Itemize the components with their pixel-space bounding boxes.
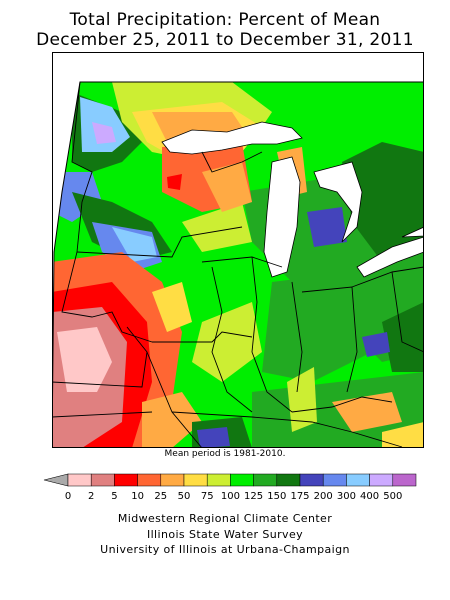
legend-color-box bbox=[369, 473, 394, 487]
legend-color-box bbox=[322, 473, 347, 487]
legend-label: 200 bbox=[314, 491, 333, 502]
legend-color-box bbox=[346, 473, 370, 487]
legend-label: 125 bbox=[244, 491, 263, 502]
legend-color-box bbox=[90, 473, 115, 487]
legend-label: 150 bbox=[267, 491, 286, 502]
credit-line-3: University of Illinois at Urbana-Champai… bbox=[100, 543, 350, 556]
region-outline bbox=[52, 81, 424, 448]
map-date-range: December 25, 2011 to December 31, 2011 bbox=[36, 30, 414, 50]
legend-color-box bbox=[253, 473, 278, 487]
map-title: Total Precipitation: Percent of Mean bbox=[69, 10, 381, 30]
legend-color-box bbox=[392, 473, 417, 487]
legend-labels: 0 2 5 10 25 50 75 100 125 150 175 200 300 400 500 bbox=[65, 491, 403, 502]
credit-line-2: Illinois State Water Survey bbox=[146, 528, 304, 541]
legend-label: 100 bbox=[221, 491, 240, 502]
mean-period-note: Mean period is 1981-2010. bbox=[164, 449, 286, 459]
credit-line-1: Midwestern Regional Climate Center bbox=[117, 512, 333, 525]
precipitation-map bbox=[52, 52, 424, 448]
legend-color-box bbox=[183, 473, 208, 487]
legend-color-box bbox=[67, 473, 92, 487]
legend-color-box bbox=[137, 473, 162, 487]
great-lakes bbox=[161, 121, 424, 278]
legend-label: 300 bbox=[337, 491, 356, 502]
legend-label: 25 bbox=[154, 491, 167, 502]
color-legend: 0 2 5 10 25 50 75 100 125 150 175 200 300 400 500 bbox=[43, 473, 417, 502]
state-boundaries bbox=[52, 81, 424, 448]
legend-color-box bbox=[114, 473, 138, 487]
legend-label: 400 bbox=[360, 491, 379, 502]
legend-color-box bbox=[206, 473, 231, 487]
legend-label: 2 bbox=[88, 491, 94, 502]
legend-label: 50 bbox=[178, 491, 191, 502]
legend-label: 0 bbox=[65, 491, 71, 502]
legend-color-boxes bbox=[43, 473, 417, 487]
precipitation-fill bbox=[52, 82, 424, 448]
legend-label: 75 bbox=[201, 491, 214, 502]
legend-color-box bbox=[276, 473, 301, 487]
legend-color-box bbox=[299, 473, 324, 487]
legend-label: 175 bbox=[290, 491, 309, 502]
legend-color-box bbox=[160, 473, 185, 487]
legend-label: 5 bbox=[111, 491, 117, 502]
legend-color-box bbox=[230, 473, 254, 487]
legend-below-range-triangle bbox=[43, 473, 69, 487]
legend-label: 10 bbox=[131, 491, 144, 502]
map-frame bbox=[52, 52, 424, 448]
legend-label: 500 bbox=[383, 491, 402, 502]
